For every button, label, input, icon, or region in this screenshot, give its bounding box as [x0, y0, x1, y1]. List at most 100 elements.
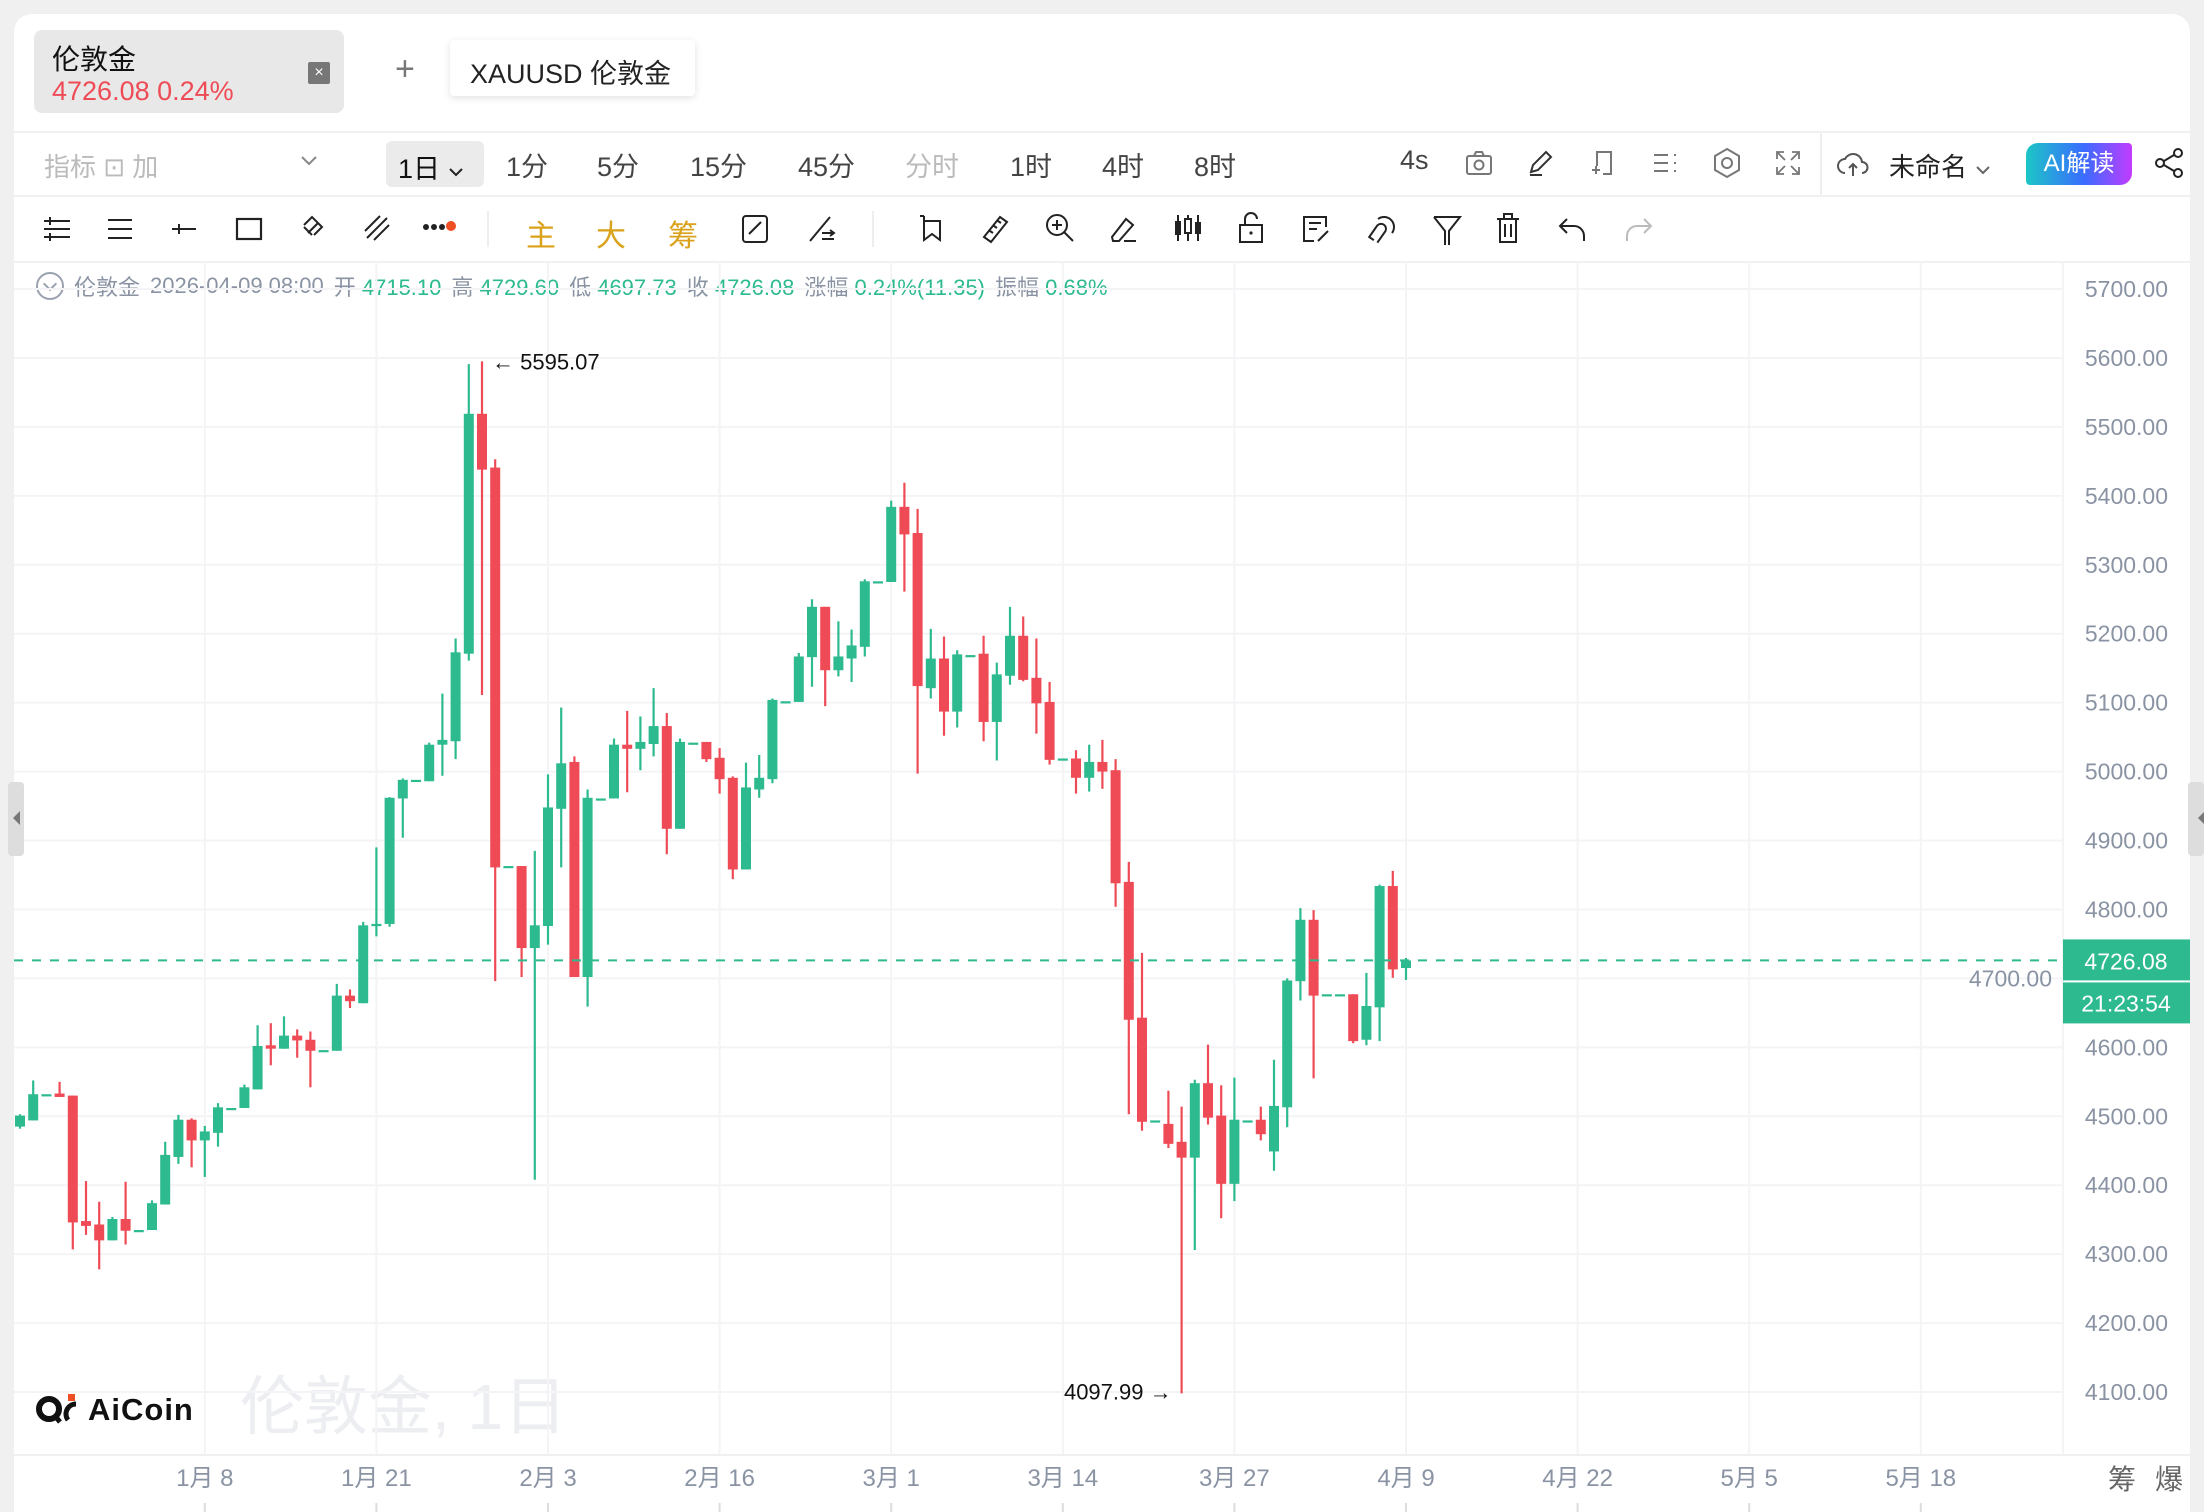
chip-button[interactable]: 筹	[2108, 1464, 2137, 1495]
candle-body	[965, 655, 976, 658]
camera-icon[interactable]	[1464, 148, 1494, 178]
candle-body	[1203, 1083, 1213, 1118]
tab-london-gold[interactable]: 伦敦金 4726.08 0.24% ×	[34, 30, 344, 113]
add-window-icon[interactable]	[1588, 148, 1618, 178]
liquidation-button[interactable]: 爆	[2155, 1464, 2184, 1495]
zoom-in-icon[interactable]	[1044, 212, 1076, 244]
unlock-icon[interactable]	[1236, 211, 1266, 245]
candle-body	[675, 741, 685, 829]
candle-body	[199, 1131, 210, 1141]
candle-body	[292, 1035, 303, 1041]
candle-body	[81, 1221, 91, 1226]
fullscreen-icon[interactable]	[1773, 148, 1803, 178]
candle	[1176, 1106, 1187, 1394]
parallel-lines-icon[interactable]	[105, 215, 135, 243]
x-tick-label: 2月 16	[684, 1465, 755, 1492]
candle-body	[688, 742, 699, 745]
filter-icon[interactable]	[1431, 213, 1463, 247]
candle	[239, 1084, 250, 1109]
x-tick-label: 5月 5	[1721, 1465, 1778, 1492]
undo-icon[interactable]	[1557, 215, 1589, 243]
candle	[358, 921, 369, 1004]
bookmark-icon[interactable]	[916, 213, 946, 245]
interval-45m[interactable]: 45分	[798, 152, 856, 182]
cycle-icon[interactable]	[739, 212, 771, 246]
chevron-down-icon[interactable]	[300, 155, 318, 167]
candle-body	[1335, 994, 1345, 997]
candle-body	[41, 1094, 52, 1097]
candle-body	[1189, 1083, 1200, 1158]
large-order-button[interactable]: 大	[596, 220, 626, 253]
plus-icon[interactable]: +	[395, 50, 415, 88]
candle-body	[1018, 635, 1029, 680]
candle	[463, 364, 474, 661]
chip-distribution-button[interactable]: 筹	[668, 220, 698, 253]
interval-timeline[interactable]: 分时	[905, 152, 959, 182]
candle	[450, 638, 461, 760]
trash-icon[interactable]	[1494, 211, 1522, 245]
interval-8h[interactable]: 8时	[1194, 152, 1237, 182]
redo-icon[interactable]	[1622, 215, 1654, 243]
fib-icon[interactable]	[362, 213, 392, 243]
interval-15m[interactable]: 15分	[690, 152, 748, 182]
more-icon[interactable]	[422, 219, 458, 235]
swap-icon[interactable]	[806, 213, 838, 245]
candle	[265, 1023, 276, 1066]
rectangle-icon[interactable]	[234, 214, 264, 244]
ruler-icon[interactable]	[980, 213, 1010, 245]
magnet-icon[interactable]	[1364, 213, 1396, 245]
collapse-icon[interactable]	[36, 272, 64, 300]
candle	[741, 762, 751, 870]
candle	[529, 850, 540, 1180]
candle	[886, 500, 897, 582]
candle-body	[279, 1035, 289, 1049]
ray-icon[interactable]	[169, 215, 199, 243]
list-icon[interactable]	[1650, 148, 1680, 178]
candle-body	[635, 741, 646, 749]
interval-1m[interactable]: 1分	[506, 152, 549, 182]
candle	[28, 1080, 39, 1121]
candle	[925, 628, 936, 699]
horizontal-lines-icon[interactable]	[42, 215, 72, 243]
share-icon[interactable]	[2154, 147, 2186, 179]
collapse-right-handle[interactable]	[2188, 782, 2204, 856]
indicator-menu[interactable]: 指标 ⊡ 加	[44, 152, 159, 182]
divider	[14, 195, 2190, 197]
candle	[767, 698, 778, 784]
candle-body	[331, 995, 342, 1051]
link-icon[interactable]	[298, 213, 328, 243]
candle-body	[886, 506, 897, 582]
candle	[1044, 681, 1055, 765]
interval-dropdown[interactable]: 1日	[386, 141, 484, 187]
pen-icon[interactable]	[1526, 148, 1556, 178]
candle-body	[595, 798, 606, 801]
interval-4h[interactable]: 4时	[1102, 152, 1145, 182]
candle	[1018, 616, 1029, 682]
candle	[1216, 1085, 1227, 1219]
interval-5m[interactable]: 5分	[597, 152, 640, 182]
candle-body	[556, 763, 567, 809]
candle-body	[54, 1093, 65, 1097]
candle	[1203, 1044, 1213, 1125]
settings-icon[interactable]	[1712, 147, 1742, 179]
candle	[1348, 994, 1359, 1044]
drawing-toolbar: 主 大 筹	[14, 197, 2190, 261]
refresh-rate[interactable]: 4s	[1400, 145, 1429, 175]
ai-analysis-button[interactable]: AI解读	[2026, 143, 2132, 185]
interval-1h[interactable]: 1时	[1010, 152, 1053, 182]
layout-name: 未命名	[1889, 152, 1968, 182]
y-tick-label: 5500.00	[2085, 414, 2168, 440]
layout-name-dropdown[interactable]: 未命名	[1889, 147, 1991, 184]
cloud-upload-icon[interactable]	[1836, 149, 1870, 179]
note-icon[interactable]	[1300, 213, 1332, 245]
divider	[872, 211, 874, 247]
eraser-icon[interactable]	[1108, 213, 1140, 245]
close-icon[interactable]: ×	[308, 62, 330, 84]
candle-body	[226, 1108, 237, 1111]
candle	[173, 1114, 184, 1164]
candles-icon[interactable]	[1172, 213, 1204, 243]
collapse-left-handle[interactable]	[8, 782, 24, 856]
main-indicator-button[interactable]: 主	[526, 220, 556, 253]
change-value: 0.24%(11.35)	[854, 275, 985, 300]
